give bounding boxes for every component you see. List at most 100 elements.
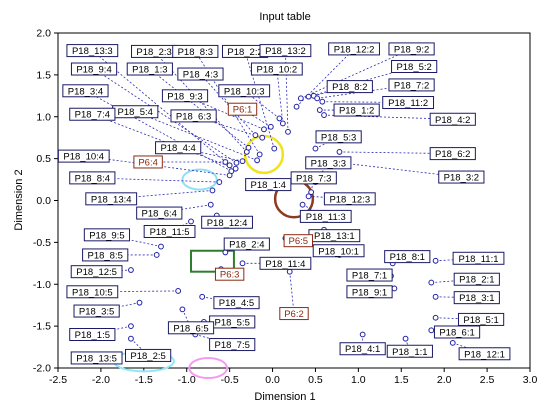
point-label: P18_12:2 (334, 44, 375, 55)
point-label-box (62, 84, 109, 98)
x-tick-label: 2.5 (480, 374, 495, 386)
point-label-box (82, 248, 129, 262)
point-label: P18_1:5 (75, 330, 110, 341)
data-point (293, 103, 300, 110)
data-point (259, 134, 266, 141)
point-label: P18_11:2 (388, 98, 428, 109)
point-label-box (388, 78, 435, 92)
point-label-box (125, 348, 172, 362)
point-label-box (126, 62, 173, 76)
data-point (175, 288, 182, 294)
data-point (336, 149, 343, 155)
point-label: P18_2:5 (130, 351, 165, 362)
data-point (276, 115, 283, 122)
point-label: P6:4 (138, 157, 158, 168)
y-axis-label: Dimension 2 (13, 169, 25, 230)
point-label-box (339, 342, 386, 356)
leader-line (339, 151, 453, 154)
point-label-box (279, 307, 309, 321)
data-point (209, 187, 216, 194)
point-label-box (333, 103, 380, 117)
point-label-box (218, 84, 271, 98)
point-label-box (161, 89, 209, 103)
point-label-box (305, 156, 352, 170)
point-label: P18_7:2 (394, 80, 429, 91)
data-point (267, 123, 274, 130)
y-tick-label: -0.5 (33, 237, 51, 249)
point-label: P18_7:1 (352, 271, 387, 282)
point-label: P18_12:4 (207, 218, 248, 229)
point-label: P18_4:5 (219, 298, 254, 309)
data-point (199, 293, 206, 300)
point-label: P18_9:4 (76, 65, 111, 76)
data-point (252, 132, 259, 139)
point-label: P18_13:1 (314, 231, 355, 242)
point-label: P18_4:3 (183, 70, 218, 81)
point-label: P18_9:2 (394, 44, 429, 55)
point-label: P18_7:5 (215, 340, 250, 351)
x-tick-label: 3.0 (523, 374, 538, 386)
point-label-box (70, 62, 118, 76)
point-label: P18_10:3 (224, 86, 265, 97)
x-tick-label: -0.5 (221, 374, 239, 386)
plot-area: -2.5 -2.0 -1.5 -1.0 -0.5 0.0 0.5 1.0 1.5 2.0 2.5 3.… (33, 28, 538, 387)
leader-line (244, 51, 275, 149)
data-point (232, 165, 239, 172)
point-label: P18_8:3 (178, 47, 213, 58)
point-label: P6:1 (233, 105, 253, 116)
data-point (136, 299, 143, 306)
point-label: P18_9:3 (167, 91, 202, 102)
data-point (261, 126, 267, 133)
data-point (391, 285, 398, 292)
point-label-box (453, 272, 500, 286)
point-label-box (69, 171, 116, 185)
point-label-box (391, 60, 438, 73)
point-label-box (209, 338, 256, 352)
point-label-box (250, 62, 303, 76)
point-label-box (452, 251, 505, 265)
point-label: P18_6:4 (142, 209, 177, 220)
highlight-ellipse (181, 168, 218, 191)
point-label: P6:3 (220, 270, 240, 281)
data-point (305, 93, 312, 100)
data-point (316, 107, 323, 113)
point-label-box (172, 44, 219, 58)
point-label: P18_13:3 (72, 46, 113, 57)
point-label-box (315, 130, 362, 144)
point-label-box (245, 178, 292, 192)
data-point (321, 112, 327, 118)
leader-line (93, 68, 237, 164)
point-label-box (388, 42, 435, 56)
point-label: P18_8:5 (87, 250, 122, 261)
point-label-box (429, 147, 476, 161)
point-label: P18_12:3 (329, 194, 370, 205)
data-point (254, 157, 260, 164)
point-label-box (85, 192, 138, 206)
point-label-box (214, 267, 245, 281)
x-tick-label: -1.5 (135, 374, 153, 386)
x-tick-label: 0.5 (308, 374, 323, 386)
data-point (216, 179, 223, 185)
data-point (402, 335, 409, 342)
point-label-box (283, 234, 313, 248)
point-label: P18_5:3 (321, 132, 356, 143)
point-label: P18_7:3 (296, 173, 331, 184)
point-label: P18_9:5 (89, 230, 124, 241)
leader-line (149, 68, 249, 149)
point-label-box (259, 44, 312, 58)
point-label-box (386, 344, 433, 358)
point-label: P6:5 (289, 236, 309, 247)
point-label: P18_3:1 (459, 293, 494, 304)
point-label-box (57, 149, 110, 163)
data-point (428, 279, 435, 286)
point-label: P18_2:1 (459, 275, 494, 286)
x-tick-label: -2.5 (49, 374, 67, 386)
point-label-box (70, 351, 123, 365)
point-label-box (227, 102, 258, 116)
point-label: P18_12:1 (464, 349, 505, 360)
point-label-box (167, 321, 215, 335)
data-point (319, 98, 326, 105)
y-tick-label: 1.0 (36, 111, 51, 123)
point-label: P18_13:5 (76, 353, 117, 364)
